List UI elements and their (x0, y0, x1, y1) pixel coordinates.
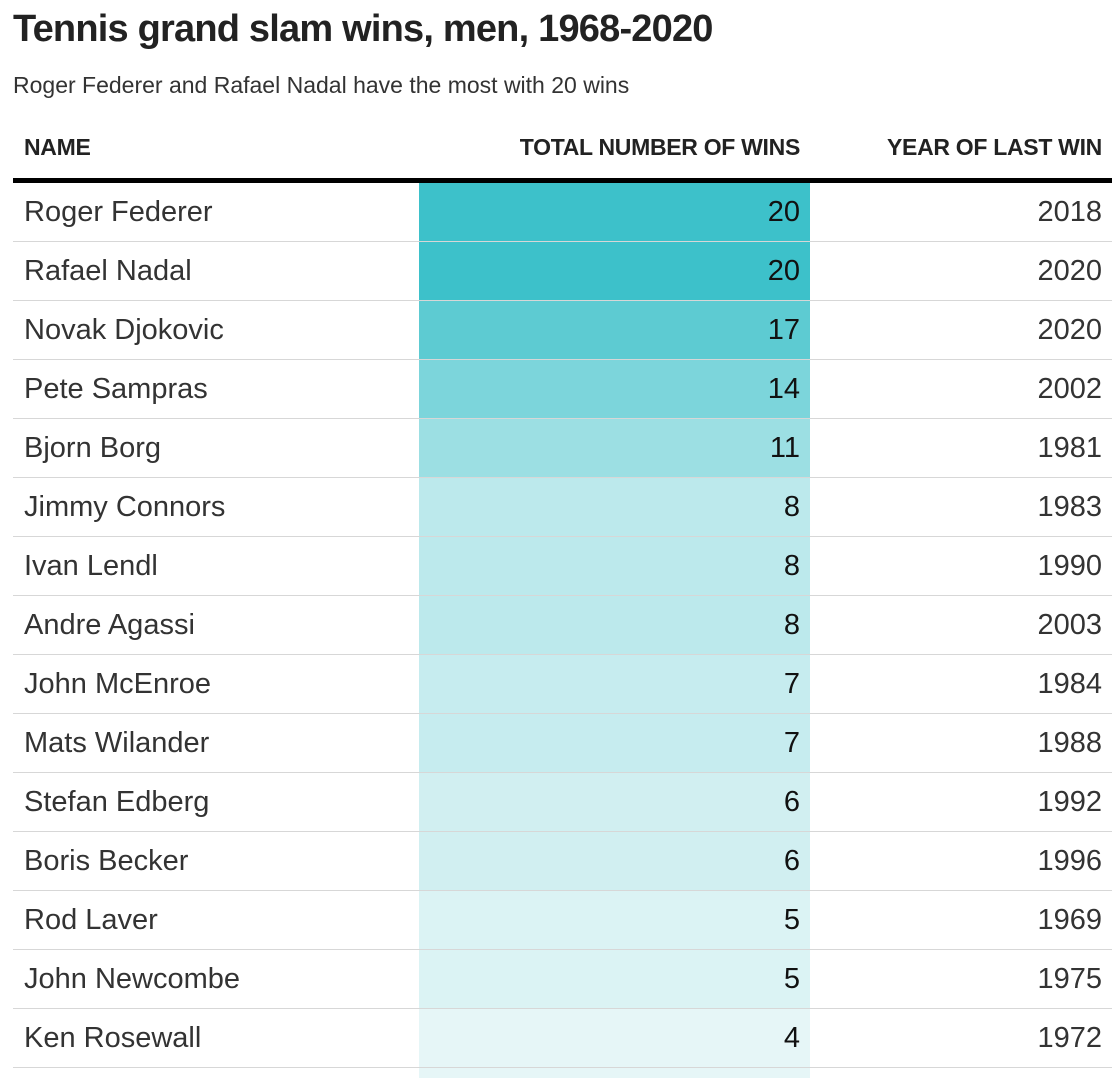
table-row: Stefan Edberg 6 1992 (13, 773, 1112, 832)
total-wins-cell: 8 (419, 537, 810, 595)
table-row: Mats Wilander 7 1988 (13, 714, 1112, 773)
player-name-cell: Roger Federer (24, 196, 213, 228)
player-name-cell: Andre Agassi (24, 609, 195, 641)
total-wins-cell: 6 (419, 832, 810, 890)
heat-strip-continuation (419, 1068, 810, 1078)
total-wins-cell: 7 (419, 714, 810, 772)
year-last-win-cell: 1972 (1037, 1022, 1102, 1054)
year-last-win-cell: 1996 (1037, 845, 1102, 877)
column-header-name: NAME (24, 134, 91, 160)
year-last-win-cell: 2020 (1037, 255, 1102, 287)
chart-title: Tennis grand slam wins, men, 1968-2020 (13, 8, 713, 50)
table-row: Rafael Nadal 20 2020 (13, 242, 1112, 301)
table-body: Roger Federer 20 2018 Rafael Nadal 20 2020 Nov… (13, 183, 1112, 1078)
table-row: Rod Laver 5 1969 (13, 891, 1112, 950)
year-last-win-cell: 2020 (1037, 314, 1102, 346)
table-continuation (13, 1068, 1112, 1078)
table-row: Roger Federer 20 2018 (13, 183, 1112, 242)
total-wins-cell: 4 (419, 1009, 810, 1067)
table-row: Ken Rosewall 4 1972 (13, 1009, 1112, 1068)
player-name-cell: Ivan Lendl (24, 550, 158, 582)
total-wins-cell: 17 (419, 301, 810, 359)
year-last-win-cell: 1990 (1037, 550, 1102, 582)
table-row: John Newcombe 5 1975 (13, 950, 1112, 1009)
table-row: Andre Agassi 8 2003 (13, 596, 1112, 655)
year-last-win-cell: 2002 (1037, 373, 1102, 405)
year-last-win-cell: 1969 (1037, 904, 1102, 936)
player-name-cell: Bjorn Borg (24, 432, 162, 464)
year-last-win-cell: 1983 (1037, 491, 1102, 523)
table-row: Bjorn Borg 11 1981 (13, 419, 1112, 478)
total-wins-cell: 20 (419, 242, 810, 300)
table-row: Pete Sampras 14 2002 (13, 360, 1112, 419)
year-last-win-cell: 1992 (1037, 786, 1102, 818)
total-wins-cell: 7 (419, 655, 810, 713)
player-name-cell: Boris Becker (24, 845, 189, 877)
player-name-cell: Jimmy Connors (24, 491, 226, 523)
total-wins-cell: 5 (419, 950, 810, 1008)
total-wins-cell: 5 (419, 891, 810, 949)
player-name-cell: Stefan Edberg (24, 786, 210, 818)
player-name-cell: Mats Wilander (24, 727, 210, 759)
player-name-cell: Ken Rosewall (24, 1022, 202, 1054)
year-last-win-cell: 1984 (1037, 668, 1102, 700)
player-name-cell: Rafael Nadal (24, 255, 192, 287)
table-row: Boris Becker 6 1996 (13, 832, 1112, 891)
player-name-cell: John McEnroe (24, 668, 211, 700)
chart-subtitle: Roger Federer and Rafael Nadal have the … (13, 72, 630, 98)
table-row: John McEnroe 7 1984 (13, 655, 1112, 714)
total-wins-cell: 14 (419, 360, 810, 418)
year-last-win-cell: 1981 (1037, 432, 1102, 464)
total-wins-cell: 11 (419, 419, 810, 477)
player-name-cell: Novak Djokovic (24, 314, 224, 346)
total-wins-cell: 8 (419, 478, 810, 536)
total-wins-cell: 20 (419, 183, 810, 241)
player-name-cell: Rod Laver (24, 904, 158, 936)
year-last-win-cell: 2018 (1037, 196, 1102, 228)
column-header-year-last-win: YEAR OF LAST WIN (887, 134, 1102, 160)
total-wins-cell: 8 (419, 596, 810, 654)
year-last-win-cell: 1988 (1037, 727, 1102, 759)
year-last-win-cell: 2003 (1037, 609, 1102, 641)
player-name-cell: John Newcombe (24, 963, 240, 995)
player-name-cell: Pete Sampras (24, 373, 208, 405)
table-header: NAME TOTAL NUMBER OF WINS YEAR OF LAST W… (13, 118, 1112, 183)
grand-slam-table: NAME TOTAL NUMBER OF WINS YEAR OF LAST W… (13, 118, 1112, 1078)
table-row: Jimmy Connors 8 1983 (13, 478, 1112, 537)
column-header-total-wins: TOTAL NUMBER OF WINS (519, 134, 801, 160)
total-wins-cell: 6 (419, 773, 810, 831)
table-row: Ivan Lendl 8 1990 (13, 537, 1112, 596)
year-last-win-cell: 1975 (1037, 963, 1102, 995)
table-row: Novak Djokovic 17 2020 (13, 301, 1112, 360)
